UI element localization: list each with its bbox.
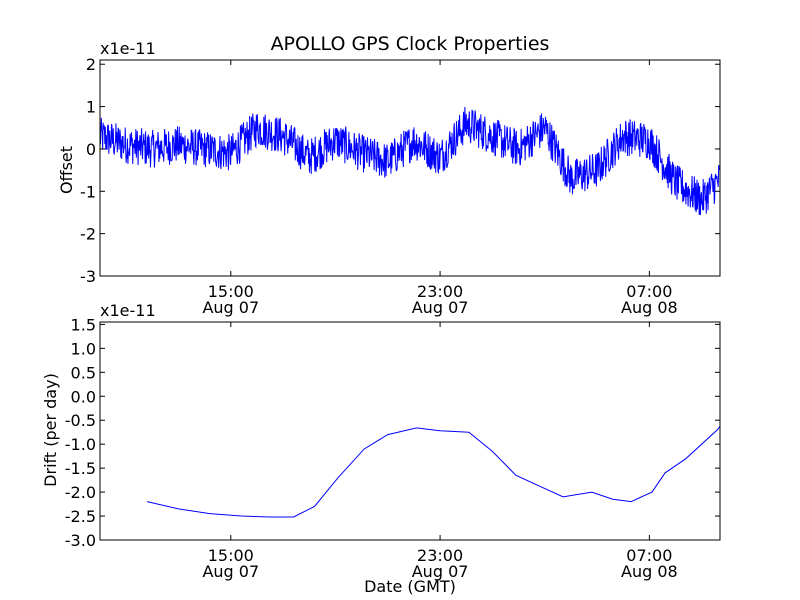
offset-y-axis-title: Offset [57, 146, 76, 194]
offset-series-line [100, 107, 720, 216]
y-tick-label: 1.0 [71, 339, 96, 358]
offset-y-ticks: 2 1 0 -1 -2 -3 [80, 55, 720, 286]
chart-title: APOLLO GPS Clock Properties [271, 33, 550, 55]
drift-plot-frame [99, 321, 721, 541]
y-tick-label: 0.5 [71, 363, 96, 382]
drift-y-axis-title: Drift (per day) [41, 373, 60, 487]
offset-scale-label: x1e-11 [100, 39, 156, 58]
y-tick-label: -2.5 [65, 507, 96, 526]
y-tick-label: -3 [80, 267, 96, 286]
y-tick-label: -2 [80, 225, 96, 244]
y-tick-label: -1 [80, 182, 96, 201]
x-tick-label-time: 07:00 [626, 282, 672, 301]
y-tick-label: 1.5 [71, 315, 96, 334]
y-tick-label: 0.0 [71, 387, 96, 406]
offset-plot-area [100, 107, 720, 216]
y-tick-label: -3.0 [65, 531, 96, 550]
y-tick-label: -2.0 [65, 483, 96, 502]
x-tick-label-time: 23:00 [417, 546, 463, 565]
drift-panel: x1e-11 Drift (per day) 1.5 1.0 0.5 0.0 -0.5 -… [41, 301, 721, 596]
drift-x-axis-title: Date (GMT) [364, 577, 456, 596]
offset-panel: APOLLO GPS Clock Properties x1e-11 Offse… [57, 33, 721, 317]
y-tick-label: 1 [86, 98, 96, 117]
x-tick-label-date: Aug 07 [412, 562, 469, 581]
x-tick-label-time: 15:00 [208, 546, 254, 565]
y-tick-label: 2 [86, 55, 96, 74]
y-tick-label: 0 [86, 140, 96, 159]
y-tick-label: -1.0 [65, 435, 96, 454]
drift-series-line [146, 425, 720, 518]
x-tick-label-date: Aug 07 [412, 298, 469, 317]
x-tick-label-date: Aug 08 [621, 562, 678, 581]
drift-plot-area [146, 425, 720, 518]
y-tick-label: -1.5 [65, 459, 96, 478]
x-tick-label-time: 15:00 [208, 282, 254, 301]
x-tick-label-date: Aug 08 [621, 298, 678, 317]
offset-plot-frame [99, 59, 721, 277]
x-tick-label-date: Aug 07 [202, 298, 259, 317]
x-tick-label-date: Aug 07 [202, 562, 259, 581]
y-tick-label: -0.5 [65, 411, 96, 430]
x-tick-label-time: 07:00 [626, 546, 672, 565]
drift-y-ticks: 1.5 1.0 0.5 0.0 -0.5 -1.0 -1.5 -2.0 -2.5 -3.0 [65, 315, 720, 550]
x-tick-label-time: 23:00 [417, 282, 463, 301]
drift-scale-label: x1e-11 [100, 301, 156, 320]
